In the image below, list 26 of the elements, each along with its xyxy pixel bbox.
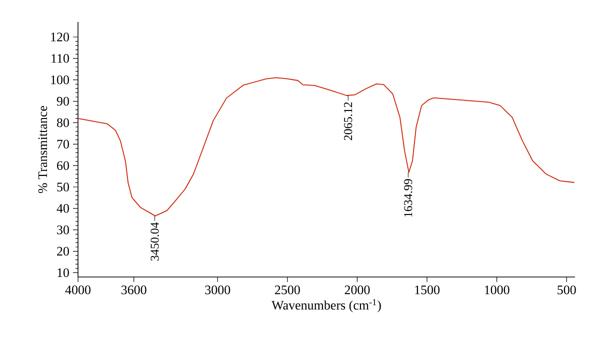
annotation: 3450.04 bbox=[150, 222, 159, 261]
annotation: 2065.12 bbox=[344, 102, 352, 140]
x-tick-label: 3600 bbox=[121, 286, 146, 294]
y-tick-label: 50 bbox=[57, 182, 69, 192]
y-tick-label: 10 bbox=[58, 268, 69, 278]
y-tick-label: 60 bbox=[57, 161, 69, 170]
x-tick-label: 2000 bbox=[344, 286, 370, 294]
y-tick-label: 110 bbox=[52, 54, 69, 63]
y-tick-label: 90 bbox=[56, 96, 69, 106]
x-tick-label: 1000 bbox=[484, 286, 510, 294]
y-tick-label: 30 bbox=[57, 225, 69, 234]
y-tick-label: 40 bbox=[56, 204, 69, 213]
x-tick-label: 500 bbox=[558, 286, 576, 294]
y-tick-label: 70 bbox=[57, 140, 69, 149]
y-tick-label: 120 bbox=[51, 32, 69, 42]
x-axis-title: Wavenumbers (cm$^{-1}$) bbox=[272, 299, 381, 312]
y-tick-label: 20 bbox=[57, 246, 69, 256]
y-tick-label: 100 bbox=[51, 75, 69, 84]
line-series bbox=[78, 77, 575, 216]
x-tick-label: 1500 bbox=[415, 286, 440, 294]
annotation: 1634.99 bbox=[404, 179, 412, 217]
x-tick-label: 4000 bbox=[65, 286, 90, 294]
y-axis-title: % Transmittance bbox=[38, 106, 48, 194]
x-tick-label: 3000 bbox=[205, 286, 230, 294]
x-tick-label: 2500 bbox=[274, 286, 300, 294]
y-tick-label: 80 bbox=[56, 118, 69, 128]
